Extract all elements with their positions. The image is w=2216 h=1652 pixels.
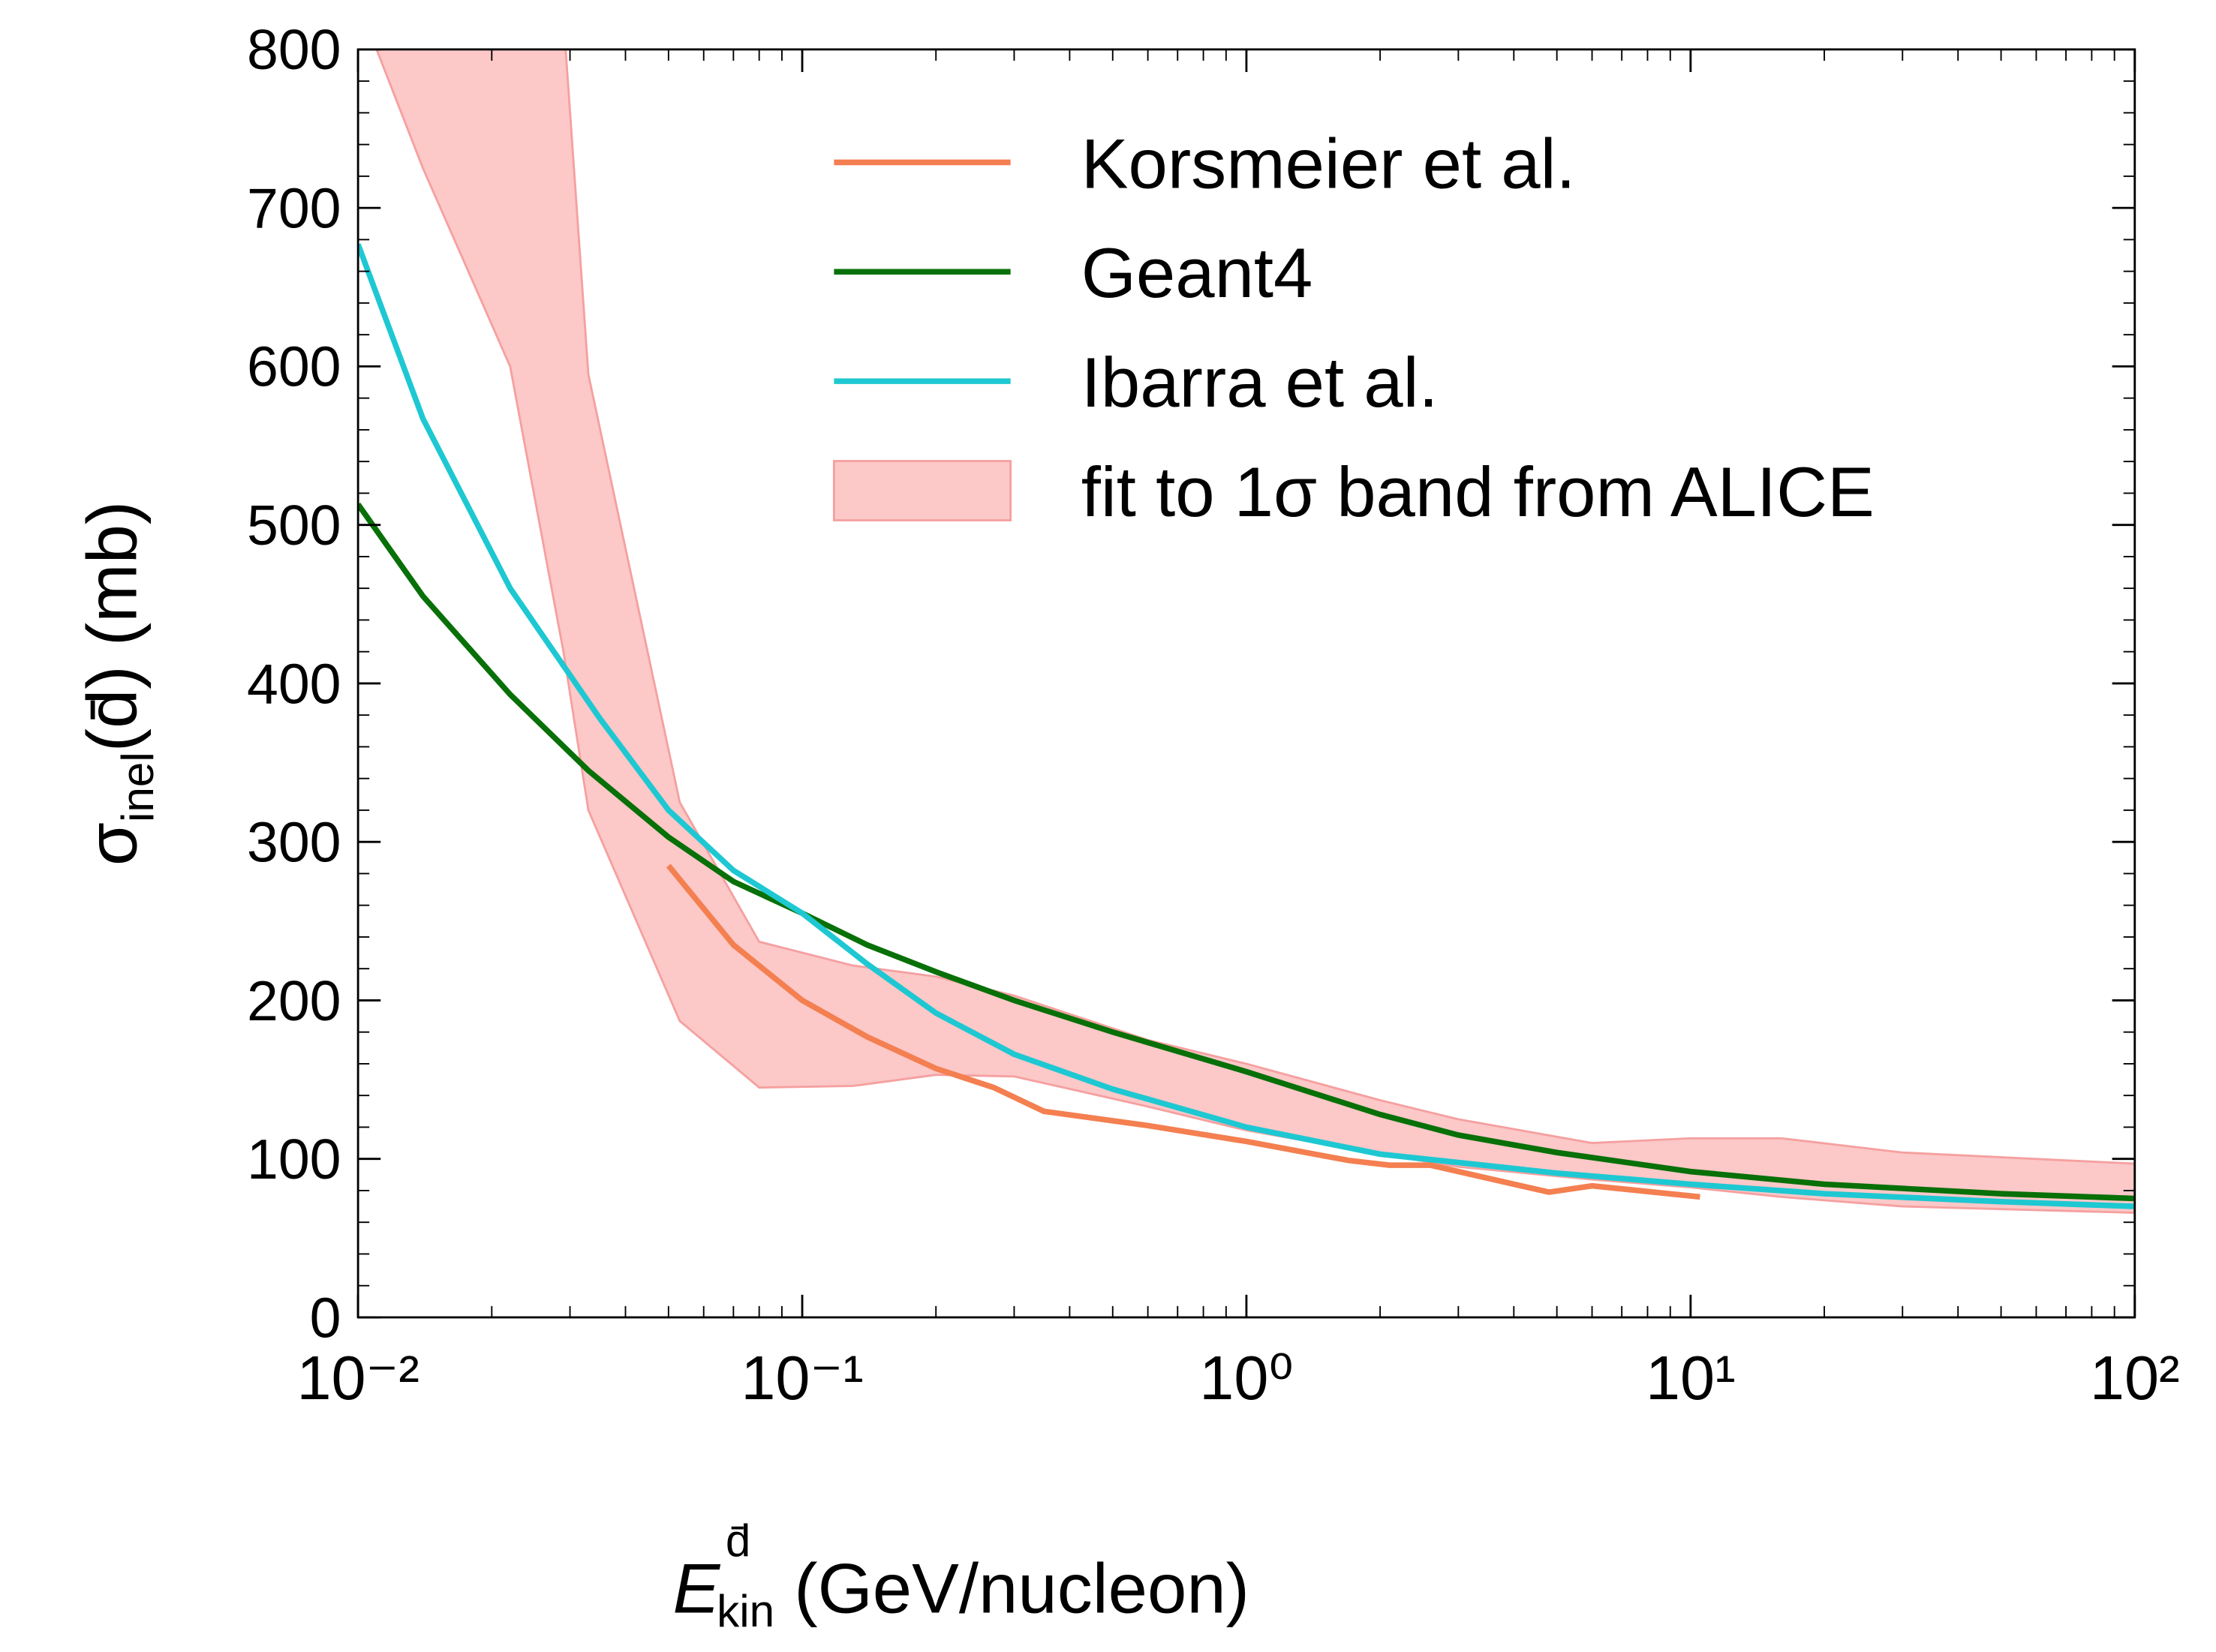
- y-axis-label: σinel(d̄) (mb): [73, 501, 164, 866]
- legend-label: fit to 1σ band from ALICE: [1081, 452, 1875, 531]
- x-label-sup: d̄: [726, 1515, 751, 1566]
- y-tick-label: 400: [247, 652, 341, 715]
- y-tick-label: 500: [247, 494, 341, 557]
- x-axis-label: Ed̄ kin (GeV/nucleon): [673, 1515, 1249, 1636]
- x-label-rest: (GeV/nucleon): [774, 1548, 1249, 1627]
- legend-label: Geant4: [1081, 233, 1313, 312]
- x-label-main: E: [673, 1548, 721, 1627]
- line: [358, 243, 2135, 1209]
- y-label-rest: (d̄) (mb): [73, 501, 152, 752]
- x-label-sub: kin: [717, 1585, 774, 1636]
- y-tick-label: 100: [247, 1128, 341, 1191]
- x-tick-label: 10¹: [1646, 1343, 1736, 1413]
- line: [358, 503, 2135, 1202]
- legend-label: Korsmeier et al.: [1081, 124, 1576, 203]
- y-label-main: σ: [73, 822, 152, 866]
- x-tick-label: 10⁻¹: [741, 1343, 863, 1413]
- legend-label: Ibarra et al.: [1081, 343, 1439, 422]
- y-tick-label: 300: [247, 811, 341, 874]
- y-tick-label: 200: [247, 969, 341, 1032]
- y-tick-label: 700: [247, 176, 341, 239]
- x-tick-label: 10⁰: [1199, 1343, 1293, 1413]
- plot-area: [358, 49, 2135, 1214]
- legend-swatch: [832, 460, 1012, 521]
- x-tick-label: 10²: [2090, 1343, 2180, 1413]
- y-tick-label: 0: [310, 1286, 341, 1349]
- y-label-sub: inel: [112, 752, 163, 822]
- line: [666, 864, 1700, 1200]
- x-tick-label: 10⁻²: [296, 1343, 419, 1413]
- y-tick-label: 800: [247, 18, 341, 81]
- y-tick-label: 600: [247, 335, 341, 398]
- band: [375, 49, 2135, 1214]
